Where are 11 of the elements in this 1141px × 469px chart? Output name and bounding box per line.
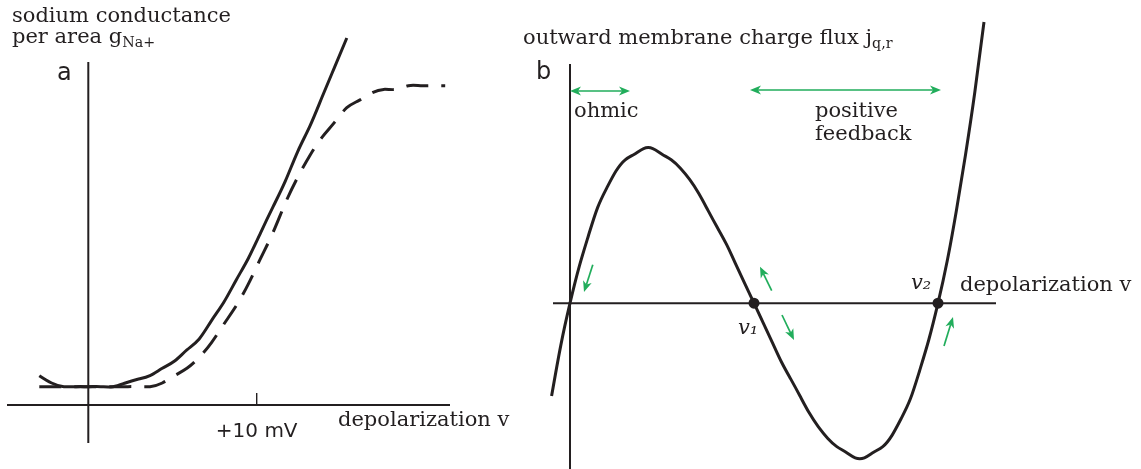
annotation: positive feedback (815, 98, 913, 146)
annotation: v₁ (738, 315, 759, 341)
text: b (536, 56, 552, 85)
y-axis-title: outward membrane charge flux j$_{q,r}$ (523, 24, 893, 51)
annotation: ohmic (574, 98, 639, 124)
x-axis-title: depolarization v (960, 272, 1132, 298)
x-axis-title: depolarization v (338, 407, 510, 433)
annotation: a (57, 58, 72, 86)
text: +10 mV (215, 418, 298, 442)
y-axis-title: sodium conductance per area g$_{Na+}$ (12, 3, 233, 50)
annotation: v₂ (911, 270, 932, 296)
